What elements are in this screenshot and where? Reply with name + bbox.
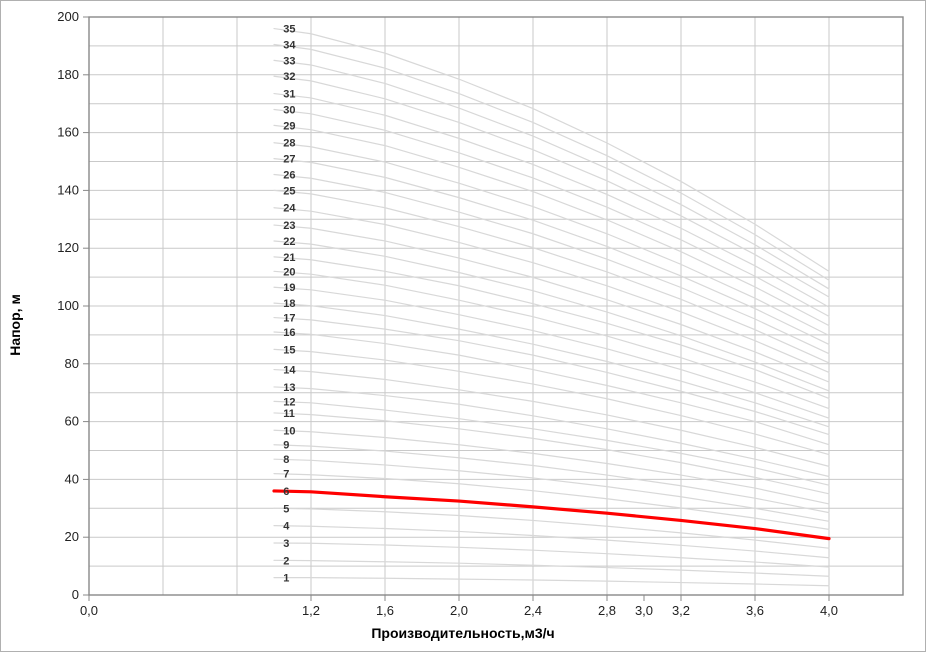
x-axis-title: Производительность,м3/ч <box>371 625 554 641</box>
series-label: 16 <box>283 327 295 339</box>
series-label: 4 <box>283 521 290 533</box>
series-label: 18 <box>283 298 295 310</box>
series-label: 35 <box>283 24 295 36</box>
x-tick-label: 3,0 <box>635 603 653 618</box>
x-tick-label: 2,4 <box>524 603 542 618</box>
series-label: 9 <box>283 440 289 452</box>
x-tick-label: 2,0 <box>450 603 468 618</box>
x-tick-label: 2,8 <box>598 603 616 618</box>
series-label: 11 <box>283 408 295 420</box>
y-tick-label: 200 <box>57 9 79 24</box>
y-tick-label: 140 <box>57 182 79 197</box>
y-tick-label: 40 <box>65 471 79 486</box>
series-label: 1 <box>283 573 289 585</box>
series-label: 12 <box>283 396 295 408</box>
series-label: 17 <box>283 313 295 325</box>
series-label: 3 <box>283 538 289 550</box>
series-label: 6 <box>283 486 289 498</box>
series-label: 2 <box>283 555 289 567</box>
y-tick-label: 60 <box>65 414 79 429</box>
series-label: 21 <box>283 252 295 264</box>
series-label: 30 <box>283 104 295 116</box>
series-label: 31 <box>283 89 295 101</box>
series-label: 27 <box>283 154 295 166</box>
y-tick-label: 120 <box>57 240 79 255</box>
series-label: 24 <box>283 203 296 215</box>
series-label: 29 <box>283 120 295 132</box>
x-tick-label: 1,6 <box>376 603 394 618</box>
series-label: 5 <box>283 503 289 515</box>
series-label: 32 <box>283 71 295 83</box>
chart-wrap: 0204060801001201401601802000,01,21,62,02… <box>11 9 915 641</box>
series-label: 25 <box>283 185 295 197</box>
y-tick-label: 80 <box>65 356 79 371</box>
x-tick-label: 4,0 <box>820 603 838 618</box>
series-label: 7 <box>283 469 289 481</box>
series-label: 28 <box>283 138 295 150</box>
series-label: 13 <box>283 382 295 394</box>
series-label: 8 <box>283 454 289 466</box>
series-label: 33 <box>283 55 295 67</box>
y-tick-label: 20 <box>65 529 79 544</box>
series-label: 20 <box>283 266 295 278</box>
y-tick-label: 160 <box>57 125 79 140</box>
series-label: 22 <box>283 236 295 248</box>
series-label: 34 <box>283 39 296 51</box>
series-label: 10 <box>283 425 295 437</box>
series-label: 26 <box>283 170 295 182</box>
y-tick-label: 100 <box>57 298 79 313</box>
series-label: 23 <box>283 220 295 232</box>
pump-curve-chart: 0204060801001201401601802000,01,21,62,02… <box>11 9 917 643</box>
series-label: 19 <box>283 282 295 294</box>
series-label: 15 <box>283 344 295 356</box>
chart-container: 0204060801001201401601802000,01,21,62,02… <box>0 0 926 652</box>
series-label: 14 <box>283 365 296 377</box>
x-tick-label: 0,0 <box>80 603 98 618</box>
x-tick-label: 1,2 <box>302 603 320 618</box>
y-tick-label: 0 <box>72 587 79 602</box>
y-tick-label: 180 <box>57 67 79 82</box>
x-tick-label: 3,2 <box>672 603 690 618</box>
x-tick-label: 3,6 <box>746 603 764 618</box>
y-axis-title: Напор, м <box>7 294 23 356</box>
